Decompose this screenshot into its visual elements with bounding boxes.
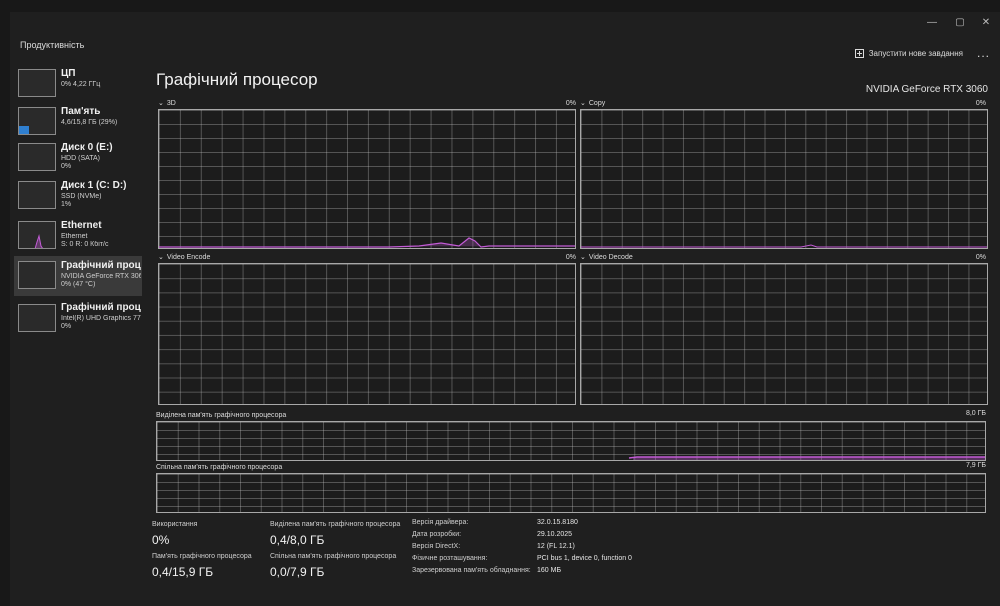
section-title: Графічний процесор — [156, 70, 318, 89]
shared-memory-graph-label: Спільна пам'ять графічного процесора — [156, 464, 283, 471]
sidebar-item-label: Графічний процесор 1 — [61, 302, 141, 313]
sidebar-item-detail: Intel(R) UHD Graphics 770 — [61, 315, 141, 322]
sidebar-item-detail: S: 0 R: 0 Кбіт/с — [61, 241, 109, 248]
shared-memory-label: Спільна пам'ять графічного процесора — [270, 553, 397, 560]
gpu-1-thumbnail — [18, 304, 56, 332]
reserved-memory-key: Зарезервована пам'ять обладнання: — [412, 567, 531, 574]
ethernet-sparkline — [34, 234, 43, 248]
engine-percent: 0% — [565, 100, 576, 107]
sidebar-item-label: Диск 1 (C: D:) — [61, 180, 127, 191]
sidebar-item-detail: 0% 4,22 ГГц — [61, 81, 101, 88]
engine-label: Video Encode — [166, 254, 211, 261]
run-new-task-label: Запустити нове завдання — [868, 48, 963, 58]
driver-date-value: 29.10.2025 — [537, 531, 573, 538]
task-manager-window: — ▢ ✕ Продуктивність Запустити нове завд… — [10, 12, 1000, 606]
gpu-model-name: NVIDIA GeForce RTX 3060 — [865, 84, 988, 95]
gpu-0-thumbnail — [18, 261, 56, 289]
directx-version-value: 12 (FL 12.1) — [537, 543, 575, 550]
dedicated-memory-line — [628, 456, 985, 460]
sidebar-item-disk-0[interactable]: Диск 0 (E:) HDD (SATA) 0% — [14, 140, 142, 176]
title-bar: — ▢ ✕ Продуктивність Запустити нове завд… — [10, 12, 1000, 62]
sidebar-item-detail: 1% — [61, 201, 72, 208]
sidebar-item-label: Диск 0 (E:) — [61, 142, 113, 153]
sidebar-item-memory[interactable]: Пам'ять 4,6/15,8 ГБ (29%) — [14, 104, 142, 140]
engine-label: 3D — [166, 100, 176, 107]
new-task-icon — [854, 48, 864, 58]
dedicated-memory-max: 8,0 ГБ — [965, 410, 986, 417]
physical-location-key: Фізичне розташування: — [412, 555, 488, 562]
engine-selector-copy[interactable]: ⌄ Copy — [580, 99, 605, 107]
sidebar-item-gpu-0[interactable]: Графічний процесор 0 NVIDIA GeForce RTX … — [14, 256, 142, 296]
utilization-label: Використання — [152, 521, 198, 528]
graph-copy — [580, 109, 988, 249]
maximize-button[interactable]: ▢ — [955, 17, 965, 28]
utilization-value: 0% — [152, 533, 170, 547]
cpu-thumbnail — [18, 69, 56, 97]
directx-version-key: Версія DirectX: — [412, 543, 461, 550]
sidebar-item-detail: Ethernet — [61, 233, 88, 240]
more-options-button[interactable]: ... — [976, 46, 990, 60]
sidebar-item-detail: 0% (47 °C) — [61, 281, 96, 288]
graph-dedicated-memory — [156, 421, 986, 461]
gpu-memory-value: 0,4/15,9 ГБ — [152, 565, 214, 579]
sidebar-item-detail: HDD (SATA) — [61, 155, 101, 162]
engine-selector-3d[interactable]: ⌄ 3D — [158, 99, 176, 107]
run-new-task-button[interactable]: Запустити нове завдання — [854, 48, 963, 58]
disk-0-thumbnail — [18, 143, 56, 171]
graph-shared-memory — [156, 473, 986, 513]
physical-location-value: PCI bus 1, device 0, function 0 — [537, 555, 632, 562]
minimize-button[interactable]: — — [927, 17, 937, 28]
ethernet-thumbnail — [18, 221, 56, 249]
dedicated-memory-graph-label: Виділена пам'ять графічного процесора — [156, 412, 287, 419]
sidebar-item-detail: 4,6/15,8 ГБ (29%) — [61, 119, 118, 126]
graph-3d — [158, 109, 576, 249]
engine-percent: 0% — [975, 254, 986, 261]
reserved-memory-value: 160 МБ — [537, 567, 562, 574]
disk-1-thumbnail — [18, 181, 56, 209]
memory-usage-fill — [19, 126, 30, 134]
engine-selector-video-decode[interactable]: ⌄ Video Decode — [580, 253, 633, 261]
sidebar-item-detail: 0% — [61, 163, 72, 170]
chevron-down-icon: ⌄ — [158, 100, 164, 107]
page-title: Продуктивність — [20, 40, 85, 50]
driver-version-key: Версія драйвера: — [412, 519, 469, 526]
driver-version-value: 32.0.15.8180 — [537, 519, 578, 526]
engine-label: Copy — [588, 100, 606, 107]
sidebar-item-detail: NVIDIA GeForce RTX 3060 — [61, 273, 141, 280]
graph-3d-line — [159, 237, 575, 248]
sidebar-item-label: Графічний процесор 0 — [61, 260, 141, 271]
close-button[interactable]: ✕ — [981, 17, 991, 28]
chevron-down-icon: ⌄ — [580, 100, 586, 107]
sidebar-item-detail: SSD (NVMe) — [61, 193, 102, 200]
stats-panel: Використання 0% Пам'ять графічного проце… — [152, 517, 992, 597]
engine-label: Video Decode — [588, 254, 633, 261]
shared-memory-max: 7,9 ГБ — [965, 462, 986, 469]
sidebar-item-detail: 0% — [61, 323, 72, 330]
engine-selector-video-encode[interactable]: ⌄ Video Encode — [158, 253, 210, 261]
memory-thumbnail — [18, 107, 56, 135]
engine-percent: 0% — [975, 100, 986, 107]
chevron-down-icon: ⌄ — [158, 254, 164, 261]
graph-video-encode — [158, 263, 576, 405]
sidebar-item-label: Пам'ять — [61, 106, 101, 117]
gpu-memory-label: Пам'ять графічного процесора — [152, 553, 252, 560]
chevron-down-icon: ⌄ — [580, 254, 586, 261]
dedicated-memory-value: 0,4/8,0 ГБ — [270, 533, 325, 547]
dedicated-memory-label: Виділена пам'ять графічного процесора — [270, 521, 401, 528]
sidebar-item-label: Ethernet — [61, 220, 102, 231]
sidebar: ЦП 0% 4,22 ГГц Пам'ять 4,6/15,8 ГБ (29%)… — [14, 66, 142, 586]
shared-memory-value: 0,0/7,9 ГБ — [270, 565, 325, 579]
sidebar-item-gpu-1[interactable]: Графічний процесор 1 Intel(R) UHD Graphi… — [14, 298, 142, 334]
sidebar-item-label: ЦП — [61, 68, 76, 79]
sidebar-item-disk-1[interactable]: Диск 1 (C: D:) SSD (NVMe) 1% — [14, 178, 142, 214]
driver-date-key: Дата розробки: — [412, 531, 462, 538]
graph-video-decode — [580, 263, 988, 405]
sidebar-item-cpu[interactable]: ЦП 0% 4,22 ГГц — [14, 66, 142, 102]
sidebar-item-ethernet[interactable]: Ethernet Ethernet S: 0 R: 0 Кбіт/с — [14, 218, 142, 254]
engine-percent: 0% — [565, 254, 576, 261]
graph-copy-line — [581, 244, 987, 248]
